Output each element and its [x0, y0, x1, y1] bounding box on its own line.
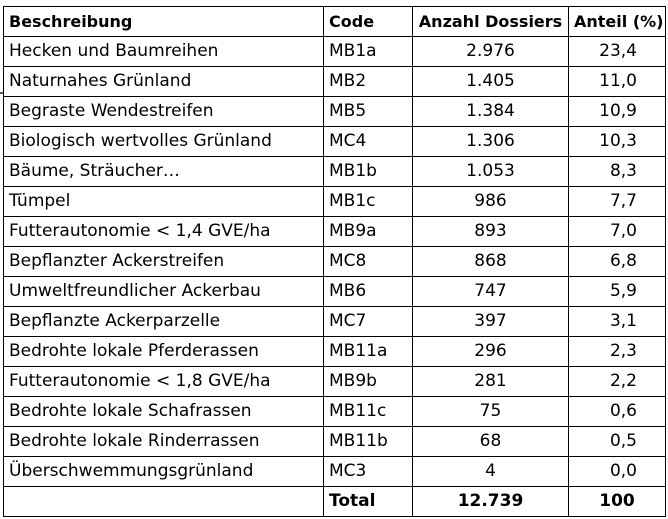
table-row: Bäume, Sträucher… MB1b 1.053 8,3 — [3, 156, 666, 187]
cell-selection-marker — [0, 92, 3, 94]
cell-code[interactable]: MC4 — [323, 126, 413, 157]
cell-share[interactable]: 7,0 — [568, 216, 666, 247]
cell-share[interactable]: 0,6 — [568, 396, 666, 427]
table-row: Bedrohte lokale Pferderassen MB11a 296 2,3 — [3, 336, 666, 367]
cell-dossiers[interactable]: 747 — [412, 276, 569, 307]
cell-code[interactable]: MB9a — [323, 216, 413, 247]
cell-dossiers[interactable]: 75 — [412, 396, 569, 427]
header-code[interactable]: Code — [323, 6, 413, 37]
table-row: Naturnahes Grünland MB2 1.405 11,0 — [3, 66, 666, 97]
cell-share[interactable]: 5,9 — [568, 276, 666, 307]
cell-dossiers[interactable]: 296 — [412, 336, 569, 367]
table-row: Bepflanzte Ackerparzelle MC7 397 3,1 — [3, 306, 666, 337]
cell-description[interactable]: Bedrohte lokale Rinderrassen — [3, 426, 324, 457]
cell-share[interactable]: 10,9 — [568, 96, 666, 127]
cell-code[interactable]: MB1b — [323, 156, 413, 187]
table-row: Begraste Wendestreifen MB5 1.384 10,9 — [3, 96, 666, 127]
cell-description[interactable]: Bepflanzter Ackerstreifen — [3, 246, 324, 277]
table-row: Bepflanzter Ackerstreifen MC8 868 6,8 — [3, 246, 666, 277]
cell-description[interactable]: Überschwemmungsgrünland — [3, 456, 324, 487]
cell-code[interactable]: MC7 — [323, 306, 413, 337]
cell-dossiers[interactable]: 68 — [412, 426, 569, 457]
cell-description[interactable]: Naturnahes Grünland — [3, 66, 324, 97]
cell-description[interactable]: Biologisch wertvolles Grünland — [3, 126, 324, 157]
header-share[interactable]: Anteil (%) — [568, 6, 666, 37]
cell-dossiers[interactable]: 1.384 — [412, 96, 569, 127]
cell-share[interactable]: 7,7 — [568, 186, 666, 217]
cell-code[interactable]: MB5 — [323, 96, 413, 127]
cell-description[interactable]: Bedrohte lokale Schafrassen — [3, 396, 324, 427]
cell-share[interactable]: 2,2 — [568, 366, 666, 397]
total-row: Total 12.739 100 — [3, 486, 666, 517]
cell-dossiers[interactable]: 868 — [412, 246, 569, 277]
table-row: Tümpel MB1c 986 7,7 — [3, 186, 666, 217]
cell-share[interactable]: 11,0 — [568, 66, 666, 97]
cell-code[interactable]: MB11c — [323, 396, 413, 427]
cell-code[interactable]: MB1c — [323, 186, 413, 217]
cell-dossiers[interactable]: 1.053 — [412, 156, 569, 187]
cell-dossiers[interactable]: 2.976 — [412, 36, 569, 67]
total-share[interactable]: 100 — [568, 486, 666, 517]
total-description[interactable] — [3, 486, 324, 517]
table-row: Futterautonomie < 1,4 GVE/ha MB9a 893 7,0 — [3, 216, 666, 247]
cell-description[interactable]: Tümpel — [3, 186, 324, 217]
table-row: Überschwemmungsgrünland MC3 4 0,0 — [3, 456, 666, 487]
cell-share[interactable]: 6,8 — [568, 246, 666, 277]
table-row: Hecken und Baumreihen MB1a 2.976 23,4 — [3, 36, 666, 67]
cell-description[interactable]: Hecken und Baumreihen — [3, 36, 324, 67]
table-row: Biologisch wertvolles Grünland MC4 1.306 10… — [3, 126, 666, 157]
cell-dossiers[interactable]: 4 — [412, 456, 569, 487]
cell-code[interactable]: MB11a — [323, 336, 413, 367]
cell-dossiers[interactable]: 397 — [412, 306, 569, 337]
cell-code[interactable]: MB9b — [323, 366, 413, 397]
table-row: Futterautonomie < 1,8 GVE/ha MB9b 281 2,2 — [3, 366, 666, 397]
header-dossiers[interactable]: Anzahl Dossiers — [412, 6, 569, 37]
cell-share[interactable]: 2,3 — [568, 336, 666, 367]
cell-code[interactable]: MB1a — [323, 36, 413, 67]
cell-description[interactable]: Futterautonomie < 1,4 GVE/ha — [3, 216, 324, 247]
cell-description[interactable]: Umweltfreundlicher Ackerbau — [3, 276, 324, 307]
cell-dossiers[interactable]: 893 — [412, 216, 569, 247]
cell-share[interactable]: 0,0 — [568, 456, 666, 487]
total-dossiers[interactable]: 12.739 — [412, 486, 569, 517]
cell-share[interactable]: 23,4 — [568, 36, 666, 67]
cell-share[interactable]: 10,3 — [568, 126, 666, 157]
cell-share[interactable]: 3,1 — [568, 306, 666, 337]
cell-share[interactable]: 0,5 — [568, 426, 666, 457]
cell-description[interactable]: Bepflanzte Ackerparzelle — [3, 306, 324, 337]
total-label[interactable]: Total — [323, 486, 413, 517]
table-row: Bedrohte lokale Rinderrassen MB11b 68 0,5 — [3, 426, 666, 457]
cell-description[interactable]: Bedrohte lokale Pferderassen — [3, 336, 324, 367]
cell-description[interactable]: Begraste Wendestreifen — [3, 96, 324, 127]
table-row: Umweltfreundlicher Ackerbau MB6 747 5,9 — [3, 276, 666, 307]
cell-dossiers[interactable]: 1.405 — [412, 66, 569, 97]
header-description[interactable]: Beschreibung — [3, 6, 324, 37]
cell-description[interactable]: Bäume, Sträucher… — [3, 156, 324, 187]
cell-code[interactable]: MC3 — [323, 456, 413, 487]
measures-table: Beschreibung Code Anzahl Dossiers Anteil… — [3, 6, 666, 517]
cell-code[interactable]: MB11b — [323, 426, 413, 457]
header-row: Beschreibung Code Anzahl Dossiers Anteil… — [3, 6, 666, 37]
cell-dossiers[interactable]: 281 — [412, 366, 569, 397]
table-row: Bedrohte lokale Schafrassen MB11c 75 0,6 — [3, 396, 666, 427]
cell-share[interactable]: 8,3 — [568, 156, 666, 187]
cell-code[interactable]: MB2 — [323, 66, 413, 97]
cell-code[interactable]: MB6 — [323, 276, 413, 307]
cell-dossiers[interactable]: 1.306 — [412, 126, 569, 157]
cell-code[interactable]: MC8 — [323, 246, 413, 277]
cell-description[interactable]: Futterautonomie < 1,8 GVE/ha — [3, 366, 324, 397]
cell-dossiers[interactable]: 986 — [412, 186, 569, 217]
